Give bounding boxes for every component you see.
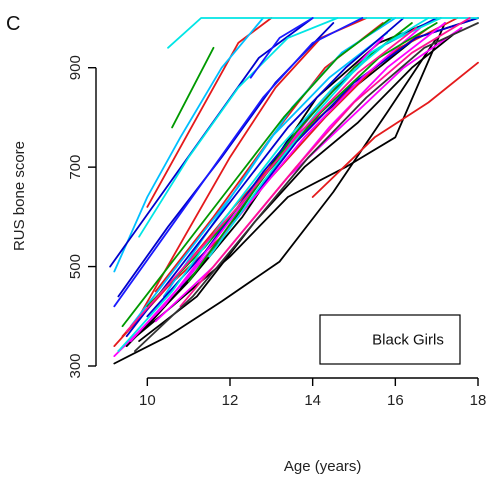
x-tick-label-12: 12 xyxy=(222,392,239,409)
series-line-35 xyxy=(113,17,364,308)
y-axis-label: RUS bone score xyxy=(11,141,28,251)
series-line-27 xyxy=(187,22,413,283)
x-tick-label-10: 10 xyxy=(139,392,156,409)
x-tick-label-16: 16 xyxy=(387,392,404,409)
x-tick-label-14: 14 xyxy=(304,392,321,409)
series-layer xyxy=(109,17,479,365)
series-line-8 xyxy=(113,26,430,348)
series-line-24 xyxy=(171,46,215,129)
x-tick-label-18: 18 xyxy=(470,392,487,409)
y-tick-label-700: 700 xyxy=(67,155,84,180)
series-line-31 xyxy=(208,17,430,258)
x-axis-label: Age (years) xyxy=(284,458,362,475)
legend-box xyxy=(319,314,461,365)
y-tick-label-900: 900 xyxy=(67,55,84,80)
series-line-32 xyxy=(125,26,417,333)
series-line-28 xyxy=(167,17,479,49)
legend: Black Girls xyxy=(319,314,461,365)
y-tick-label-500: 500 xyxy=(67,254,84,279)
series-line-29 xyxy=(138,17,339,238)
series-line-1 xyxy=(113,37,438,365)
axes-layer: 10 12 14 16 18 300 500 700 900 xyxy=(67,55,486,409)
series-line-9 xyxy=(311,61,479,198)
series-line-25 xyxy=(121,17,393,328)
series-line-15 xyxy=(109,17,314,268)
series-line-14 xyxy=(162,32,389,298)
series-line-6 xyxy=(146,17,273,208)
series-line-34 xyxy=(249,17,314,79)
legend-label: Black Girls xyxy=(372,332,444,349)
series-line-33 xyxy=(179,17,471,308)
series-line-16 xyxy=(125,17,405,338)
panel-label: C xyxy=(6,13,20,35)
series-line-12 xyxy=(113,17,265,273)
y-tick-label-300: 300 xyxy=(67,353,84,378)
series-line-5 xyxy=(138,26,463,343)
series-line-36 xyxy=(133,22,479,353)
